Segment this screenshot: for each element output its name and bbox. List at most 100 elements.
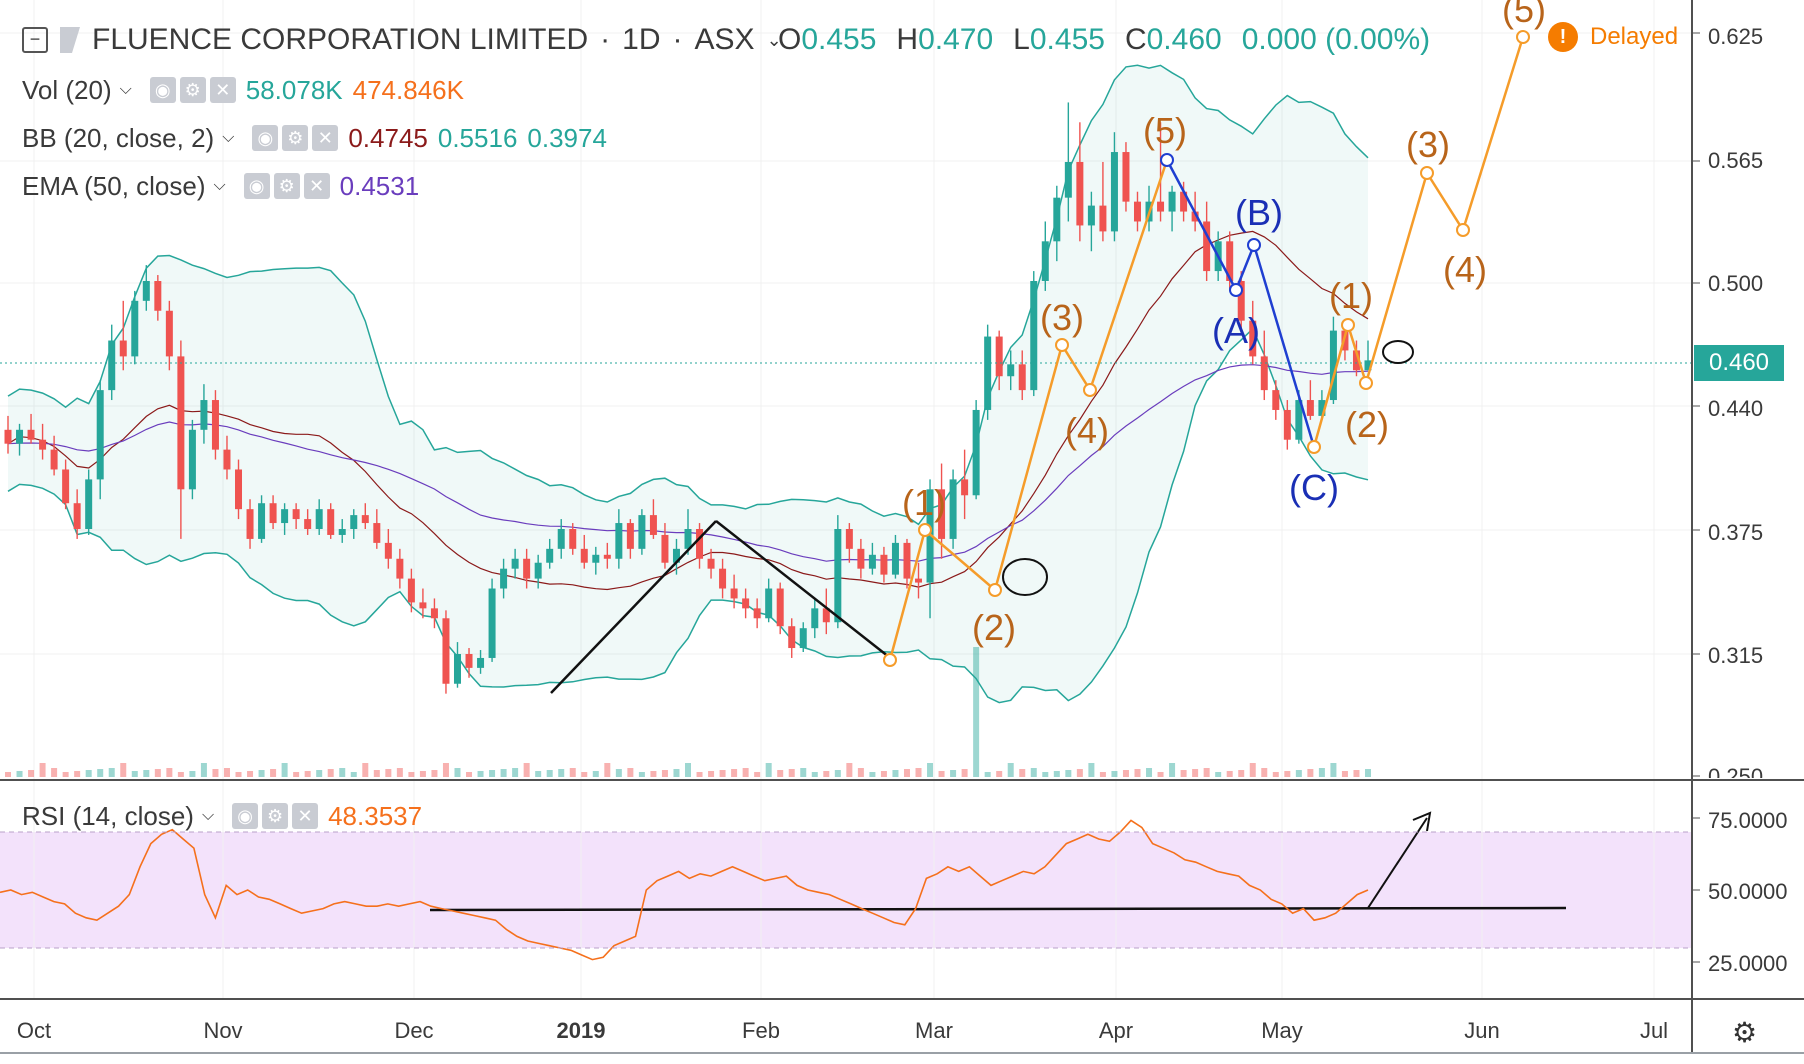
candle-body (868, 554, 876, 569)
indicator-label[interactable]: EMA (50, close) (22, 170, 206, 201)
indicator-buttons: ◉ ⚙ ✕ (149, 77, 236, 103)
time-tick: Jul (1639, 1018, 1669, 1043)
candle-body (1237, 281, 1245, 321)
candle-body (972, 409, 980, 496)
volume-bar (558, 769, 565, 777)
delayed-badge[interactable]: ! Delayed (1548, 22, 1678, 52)
candle (258, 495, 266, 543)
candle-body (511, 558, 519, 569)
volume-bar (293, 772, 300, 777)
collapse-icon[interactable]: − (22, 27, 48, 53)
candle-body (1295, 400, 1303, 440)
chevron-down-icon[interactable]: ⌵ (222, 129, 235, 146)
legend-volume[interactable]: Vol (20) ⌵ ◉ ⚙ ✕ 58.078K 474.846K (22, 74, 464, 106)
gear-icon[interactable]: ⚙ (273, 173, 300, 199)
candle (292, 503, 300, 529)
candle-body (534, 562, 542, 579)
volume-bar (5, 772, 11, 777)
candle (638, 509, 646, 555)
gear-icon[interactable]: ⚙ (1732, 1017, 1758, 1048)
indicator-label[interactable]: RSI (14, close) (22, 800, 194, 831)
candle (269, 495, 277, 529)
volume-bar (1341, 771, 1348, 777)
volume-bar (1007, 763, 1014, 777)
legend-ema[interactable]: EMA (50, close) ⌵ ◉ ⚙ ✕ 0.4531 (22, 170, 419, 202)
candle (1364, 340, 1372, 371)
candle (108, 324, 116, 401)
candle (500, 558, 508, 599)
gear-icon[interactable]: ⚙ (262, 803, 289, 829)
candle-body (707, 558, 715, 569)
close-icon[interactable]: ✕ (303, 173, 330, 199)
volume-bar (166, 768, 173, 777)
candle (1076, 122, 1084, 242)
bollinger-mid-line (7, 230, 1369, 591)
flag-icon[interactable] (60, 27, 80, 53)
volume-bar (270, 769, 277, 777)
legend-rsi[interactable]: RSI (14, close) ⌵ ◉ ⚙ ✕ 48.3537 (22, 800, 422, 832)
legend-bb[interactable]: BB (20, close, 2) ⌵ ◉ ⚙ ✕ 0.4745 0.5516 0.… (22, 122, 607, 154)
candle-body (235, 469, 243, 510)
volume-bar (1042, 772, 1049, 777)
candle-body (1099, 205, 1107, 232)
volume-bar (857, 768, 864, 777)
volume-bar (984, 772, 991, 777)
price-tick: 0.500 (1708, 271, 1764, 296)
candle (765, 578, 773, 623)
chevron-down-icon[interactable]: ⌄ (766, 29, 782, 50)
chevron-down-icon[interactable]: ⌵ (201, 807, 215, 824)
wave-label: (4) (1065, 410, 1109, 451)
candle-body (1260, 356, 1268, 391)
candle (580, 534, 588, 569)
chevron-down-icon[interactable]: ⌵ (119, 81, 132, 98)
candle-body (430, 608, 438, 619)
candle (16, 423, 24, 456)
volume-bar (200, 763, 207, 777)
wave-node (1307, 440, 1321, 454)
volume-bar (973, 647, 980, 777)
volume-bar (85, 770, 92, 777)
indicator-label[interactable]: BB (20, close, 2) (22, 122, 215, 153)
candle (1237, 271, 1245, 331)
indicator-label[interactable]: Vol (20) (22, 74, 112, 105)
volume-bar (811, 772, 818, 777)
candle-body (557, 529, 565, 549)
interval[interactable]: 1D (622, 23, 661, 56)
candle-body (1318, 400, 1326, 416)
close-icon[interactable]: ✕ (292, 803, 319, 829)
candle (246, 499, 254, 549)
wave-label: (A) (1212, 310, 1260, 351)
close-icon[interactable]: ✕ (312, 125, 339, 151)
candle (1306, 380, 1314, 420)
symbol-name[interactable]: FLUENCE CORPORATION LIMITED (92, 23, 589, 56)
candle (742, 588, 750, 619)
candle (534, 554, 542, 589)
candle (39, 423, 47, 460)
candle-body (949, 479, 957, 539)
eye-icon[interactable]: ◉ (243, 173, 270, 199)
volume-bar (892, 770, 899, 777)
indicator-buttons: ◉ ⚙ ✕ (252, 125, 339, 151)
eye-icon[interactable]: ◉ (149, 77, 176, 103)
close-icon[interactable]: ✕ (209, 77, 236, 103)
eye-icon[interactable]: ◉ (232, 803, 259, 829)
volume-bar (385, 769, 392, 777)
volume-bar (742, 768, 749, 777)
gear-icon[interactable]: ⚙ (179, 77, 206, 103)
candle-body (154, 281, 162, 311)
price-tick: 0.565 (1708, 148, 1764, 173)
candle (592, 546, 600, 575)
wave-node (1247, 238, 1261, 252)
candle-body (315, 509, 323, 529)
candle (1180, 181, 1188, 222)
candle-body (638, 515, 646, 549)
gear-icon[interactable]: ⚙ (282, 125, 309, 151)
volume-bar (189, 771, 196, 777)
volume-bar (1272, 772, 1279, 777)
eye-icon[interactable]: ◉ (252, 125, 279, 151)
candle (730, 574, 738, 609)
exchange[interactable]: ASX (694, 23, 755, 56)
chevron-down-icon[interactable]: ⌵ (213, 177, 226, 194)
time-tick: Mar (915, 1018, 953, 1043)
